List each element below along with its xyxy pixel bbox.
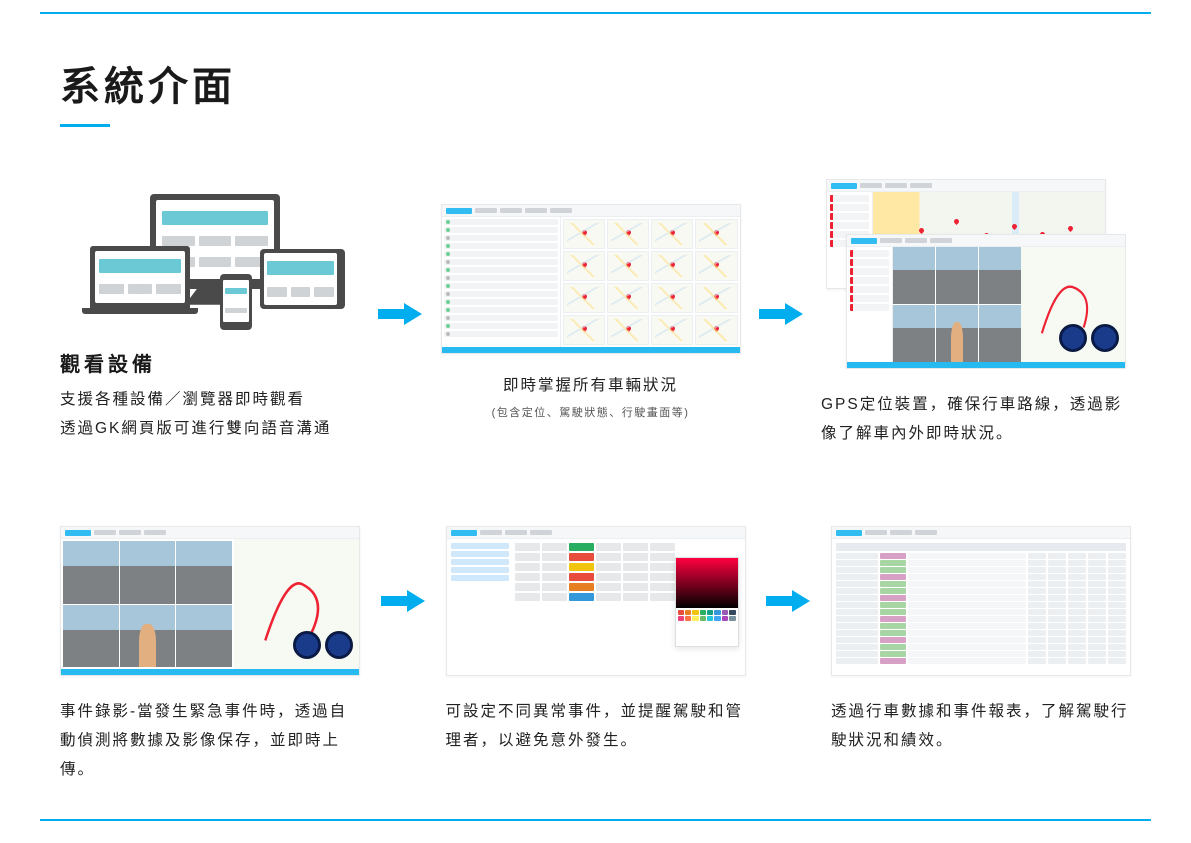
laptop-icon (90, 246, 190, 308)
report-screenshot (831, 526, 1131, 676)
tablet-icon (260, 249, 345, 309)
devices-desc-line1: 支援各種設備／瀏覽器即時觀看 (60, 391, 305, 408)
panel-report: 透過行車數據和事件報表，了解駕駛行駛狀況和績效。 (831, 526, 1131, 755)
gps-screenshot (826, 179, 1126, 369)
dashboard-caption-text: 即時掌握所有車輛狀況 (503, 377, 678, 394)
dashboard-screenshot (441, 204, 741, 354)
title-block: 系統介面 (60, 0, 1131, 127)
panel-event-recording: 事件錄影-當發生緊急事件時，透過自動偵測將數據及影像保存，並即時上傳。 (60, 526, 360, 784)
devices-subtitle: 觀看設備 (60, 348, 156, 377)
phone-icon (220, 274, 252, 330)
arrow-icon (766, 590, 810, 612)
gps-caption: GPS定位裝置，確保行車路線，透過影像了解車內外即時狀況。 (821, 391, 1131, 448)
page-title: 系統介面 (60, 54, 1131, 112)
arrow-icon (759, 303, 803, 325)
event-settings-caption: 可設定不同異常事件，並提醒駕駛和管理者，以避免意外發生。 (446, 698, 746, 755)
row-2: 事件錄影-當發生緊急事件時，透過自動偵測將數據及影像保存，並即時上傳。 (60, 526, 1131, 784)
event-recording-caption: 事件錄影-當發生緊急事件時，透過自動偵測將數據及影像保存，並即時上傳。 (60, 698, 360, 784)
dashboard-caption: 即時掌握所有車輛狀況 (包含定位、駕駛狀態、行駛畫面等) (441, 372, 741, 423)
arrow-icon (381, 590, 425, 612)
title-underline (60, 124, 110, 127)
top-rule (40, 12, 1151, 14)
color-picker (675, 557, 739, 647)
event-settings-screenshot (446, 526, 746, 676)
arrow-icon (378, 303, 422, 325)
panel-dashboard: 即時掌握所有車輛狀況 (包含定位、駕駛狀態、行駛畫面等) (441, 204, 741, 423)
devices-illustration (70, 194, 330, 324)
devices-desc: 支援各種設備／瀏覽器即時觀看 透過GK網頁版可進行雙向語音溝通 (60, 385, 331, 444)
bottom-rule (40, 819, 1151, 821)
panel-devices: 觀看設備 支援各種設備／瀏覽器即時觀看 透過GK網頁版可進行雙向語音溝通 (60, 184, 360, 444)
event-recording-screenshot (60, 526, 360, 676)
dashboard-caption-sub: (包含定位、駕駛狀態、行駛畫面等) (441, 403, 741, 423)
row-1: 觀看設備 支援各種設備／瀏覽器即時觀看 透過GK網頁版可進行雙向語音溝通 (60, 179, 1131, 448)
panel-event-settings: 可設定不同異常事件，並提醒駕駛和管理者，以避免意外發生。 (446, 526, 746, 755)
panel-gps: GPS定位裝置，確保行車路線，透過影像了解車內外即時狀況。 (821, 179, 1131, 448)
report-caption: 透過行車數據和事件報表，了解駕駛行駛狀況和績效。 (831, 698, 1131, 755)
devices-desc-line2: 透過GK網頁版可進行雙向語音溝通 (60, 420, 331, 437)
